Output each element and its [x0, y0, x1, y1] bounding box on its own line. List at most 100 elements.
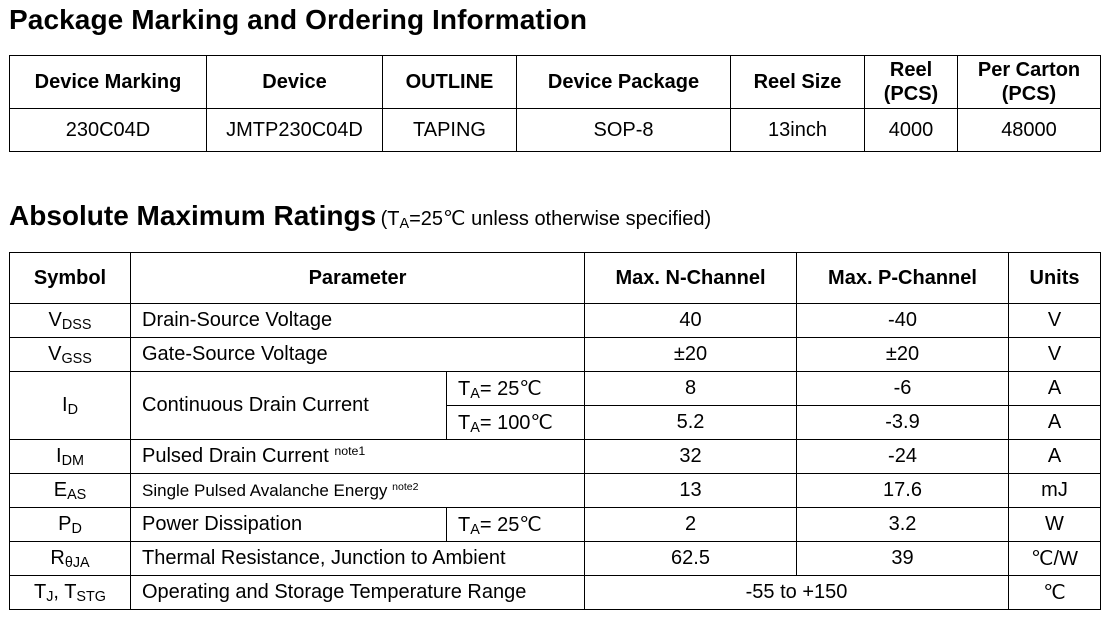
header-units: Units	[1008, 252, 1101, 304]
n-id-25: 8	[584, 371, 797, 406]
ordering-header-row: Device Marking Device OUTLINE Device Pac…	[9, 55, 1101, 109]
value-tj-tstg: -55 to +150	[584, 575, 1009, 610]
cell-marking: 230C04D	[9, 108, 207, 152]
sym-sub: DM	[61, 452, 84, 469]
n-vdss: 40	[584, 303, 797, 338]
unit-idm: A	[1008, 439, 1101, 474]
header-device-package: Device Package	[516, 55, 731, 109]
symbol-vgss: VGSS	[9, 337, 131, 372]
header-n-channel: Max. N-Channel	[584, 252, 797, 304]
param-pd: Power Dissipation	[130, 507, 447, 542]
note-ref: note1	[334, 444, 366, 459]
unit-id-100: A	[1008, 405, 1101, 440]
table-row: VDSS Drain-Source Voltage 40 -40 V	[9, 303, 1101, 338]
symbol-tj-tstg: TJ, TSTG	[9, 575, 131, 610]
sym-sub: STG	[76, 588, 106, 605]
symbol-rthja: RθJA	[9, 541, 131, 576]
p-vgss: ±20	[796, 337, 1009, 372]
ordering-data-row: 230C04D JMTP230C04D TAPING SOP-8 13inch …	[9, 108, 1101, 152]
cond-pre: T	[458, 514, 471, 536]
sym: V	[48, 343, 62, 365]
header-carton-line2: (PCS)	[1001, 83, 1057, 105]
cell-outline: TAPING	[382, 108, 517, 152]
n-id-100: 5.2	[584, 405, 797, 440]
sym-sub: θJA	[64, 554, 90, 571]
header-reel-pcs: Reel (PCS)	[864, 55, 958, 109]
header-per-carton: Per Carton (PCS)	[957, 55, 1101, 109]
sym-sub: AS	[67, 486, 87, 503]
sym-sub: D	[71, 520, 82, 537]
sym-sub: GSS	[61, 350, 92, 367]
ratings-section-heading: Absolute Maximum Ratings (TA=25℃ unless …	[9, 200, 711, 232]
unit-vdss: V	[1008, 303, 1101, 338]
sym: T	[64, 581, 77, 603]
table-row: TJ, TSTG Operating and Storage Temperatu…	[9, 575, 1101, 610]
p-id-100: -3.9	[796, 405, 1009, 440]
unit-eas: mJ	[1008, 473, 1101, 508]
sym-sub: DSS	[61, 316, 92, 333]
param-eas: Single Pulsed Avalanche Energy note2	[130, 473, 585, 508]
table-row: EAS Single Pulsed Avalanche Energy note2…	[9, 473, 1101, 508]
cond-open: (T	[380, 208, 400, 230]
sym: V	[48, 309, 62, 331]
cond-sub: A	[470, 521, 480, 538]
param-id: Continuous Drain Current	[130, 371, 447, 440]
header-reel-line1: Reel	[889, 59, 933, 81]
cell-package: SOP-8	[516, 108, 731, 152]
param-idm: Pulsed Drain Current note1	[130, 439, 585, 474]
p-eas: 17.6	[796, 473, 1009, 508]
cond-pd: TA= 25℃	[446, 507, 585, 542]
header-outline: OUTLINE	[382, 55, 517, 109]
sym: R	[50, 547, 65, 569]
p-idm: -24	[796, 439, 1009, 474]
unit-pd: W	[1008, 507, 1101, 542]
cell-carton: 48000	[957, 108, 1101, 152]
n-idm: 32	[584, 439, 797, 474]
ratings-condition: (TA=25℃ unless otherwise specified)	[380, 208, 712, 232]
cond-pre: T	[458, 412, 471, 434]
sym-sub: D	[67, 401, 78, 418]
header-reel-size: Reel Size	[730, 55, 865, 109]
table-row: IDM Pulsed Drain Current note1 32 -24 A	[9, 439, 1101, 474]
cond-sub: A	[399, 215, 410, 232]
cell-device: JMTP230C04D	[206, 108, 383, 152]
cond-sub: A	[470, 385, 480, 402]
p-id-25: -6	[796, 371, 1009, 406]
sym-sub: J	[46, 588, 54, 605]
cond-val: = 25℃	[479, 514, 542, 536]
symbol-eas: EAS	[9, 473, 131, 508]
table-row: VGSS Gate-Source Voltage ±20 ±20 V	[9, 337, 1101, 372]
cell-reel: 4000	[864, 108, 958, 152]
cond-rest: =25℃ unless otherwise specified)	[409, 208, 712, 230]
n-eas: 13	[584, 473, 797, 508]
header-carton-line1: Per Carton	[977, 59, 1081, 81]
p-pd: 3.2	[796, 507, 1009, 542]
table-row: PD Power Dissipation TA= 25℃ 2 3.2 W	[9, 507, 1101, 542]
cond-val: = 25℃	[479, 378, 542, 400]
unit-tj-tstg: ℃	[1008, 575, 1101, 610]
ratings-header-row: Symbol Parameter Max. N-Channel Max. P-C…	[9, 252, 1101, 304]
symbol-id: ID	[9, 371, 131, 440]
header-reel-line2: (PCS)	[883, 83, 939, 105]
table-row: TA= 100℃ 5.2 -3.9 A	[10, 405, 1101, 440]
n-rthja: 62.5	[584, 541, 797, 576]
param-text: Pulsed Drain Current	[142, 445, 335, 467]
param-rthja: Thermal Resistance, Junction to Ambient	[130, 541, 585, 576]
header-device: Device	[206, 55, 383, 109]
sym: T	[34, 581, 47, 603]
cond-val: = 100℃	[479, 412, 553, 434]
header-symbol: Symbol	[9, 252, 131, 304]
symbol-pd: PD	[9, 507, 131, 542]
ratings-section-title: Absolute Maximum Ratings	[9, 200, 377, 231]
table-row: RθJA Thermal Resistance, Junction to Amb…	[9, 541, 1101, 576]
cell-reel-size: 13inch	[730, 108, 865, 152]
header-parameter: Parameter	[130, 252, 585, 304]
param-vdss: Drain-Source Voltage	[130, 303, 585, 338]
unit-vgss: V	[1008, 337, 1101, 372]
header-device-marking: Device Marking	[9, 55, 207, 109]
sym: E	[53, 479, 68, 501]
cond-id-25: TA= 25℃	[446, 371, 585, 406]
sym-sep: ,	[53, 581, 65, 603]
param-text: Single Pulsed Avalanche Energy	[142, 480, 393, 500]
param-tj-tstg: Operating and Storage Temperature Range	[130, 575, 585, 610]
